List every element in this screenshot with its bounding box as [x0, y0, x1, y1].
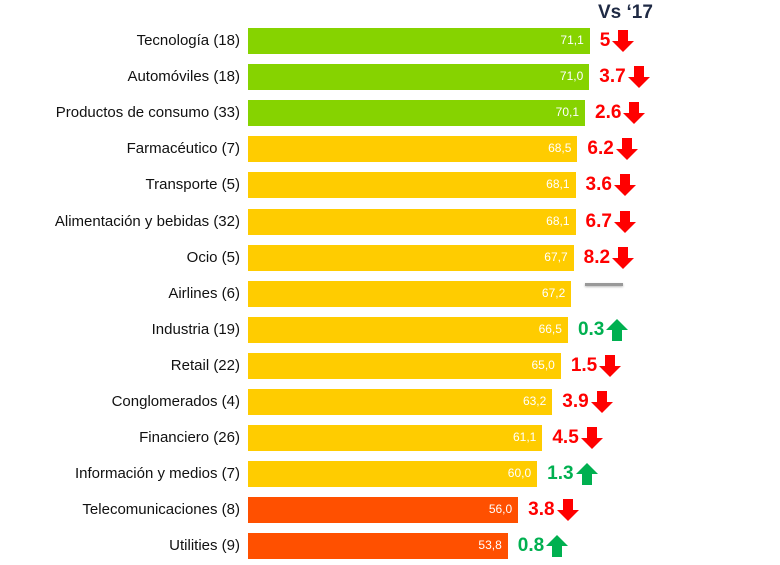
change-value: 6.2 [587, 138, 614, 160]
column-header: Vs ‘17 [598, 2, 653, 23]
value-label: 60,0 [507, 466, 532, 481]
change-value: 4.5 [552, 427, 579, 449]
bar: 67,7 [248, 244, 574, 271]
arrow-up-icon [546, 535, 569, 558]
change-indicator [581, 282, 624, 286]
change-value: 0.8 [517, 535, 545, 557]
bar: 65,0 [248, 352, 561, 379]
change-indicator: 2.6 [595, 102, 646, 125]
value-label: 67,2 [541, 285, 566, 300]
change-indicator: 3.6 [585, 174, 636, 197]
category-label: Financiero (26) [139, 429, 240, 447]
arrow-down-icon [612, 246, 635, 269]
change-indicator: 1.3 [547, 463, 598, 486]
category-label: Tecnología (18) [136, 32, 240, 49]
category-label: Conglomerados (4) [111, 393, 240, 410]
value-label: 68,5 [548, 141, 572, 156]
change-indicator: 6.2 [587, 138, 638, 161]
bar: 68,1 [248, 208, 576, 235]
change-value: 2.6 [595, 102, 622, 124]
value-label: 70,1 [555, 105, 579, 120]
change-indicator: 5 [600, 30, 635, 52]
value-label: 71,1 [560, 33, 584, 47]
bar: 70,1 [248, 100, 585, 127]
arrow-down-icon [613, 210, 636, 233]
arrow-down-icon [615, 138, 638, 161]
category-label: Airlines (6) [168, 284, 240, 302]
value-label: 68,1 [546, 177, 570, 192]
arrow-down-icon [623, 102, 646, 125]
arrow-down-icon [580, 427, 603, 450]
change-value: 3.7 [599, 66, 626, 88]
bar: 60,0 [248, 461, 538, 488]
change-indicator: 3.7 [599, 66, 650, 89]
change-indicator: 1.5 [570, 354, 622, 377]
category-label: Información y medios (7) [74, 465, 240, 483]
category-label: Productos de consumo (33) [55, 104, 240, 122]
value-label: 66,5 [538, 321, 562, 336]
value-label: 61,1 [512, 430, 537, 445]
change-value: 8.2 [583, 246, 611, 268]
bar: 56,0 [248, 497, 519, 524]
change-value: 0.3 [577, 318, 605, 340]
category-label: Automóviles (18) [127, 68, 240, 86]
category-label: Telecomunicaciones (8) [82, 501, 240, 519]
bar: 67,2 [248, 280, 572, 307]
change-value: 3.9 [562, 391, 589, 412]
value-label: 53,8 [478, 538, 502, 553]
category-label: Farmacéutico (7) [126, 140, 240, 158]
value-label: 71,0 [559, 69, 584, 84]
category-label: Alimentación y bebidas (32) [54, 212, 240, 230]
category-label: Transporte (5) [145, 176, 240, 194]
bar: 71,1 [248, 28, 590, 54]
arrow-down-icon [590, 391, 613, 413]
category-label: Industria (19) [151, 320, 240, 338]
value-label: 67,7 [544, 249, 568, 264]
change-value: 6.7 [585, 210, 612, 232]
category-label: Ocio (5) [186, 248, 240, 266]
change-value: 3.6 [585, 174, 612, 196]
change-indicator: 0.8 [517, 535, 569, 558]
bar: 63,2 [248, 389, 553, 415]
change-indicator: 6.7 [585, 210, 636, 233]
bar: 53,8 [248, 533, 508, 560]
bar: 66,5 [248, 316, 568, 343]
bar: 71,0 [248, 64, 590, 91]
category-label: Utilities (9) [169, 537, 240, 555]
value-label: 68,1 [546, 213, 570, 228]
change-indicator: 8.2 [583, 246, 635, 269]
value-label: 65,0 [531, 357, 555, 372]
arrow-up-icon [606, 318, 629, 341]
value-label: 63,2 [522, 394, 547, 408]
arrow-down-icon [599, 354, 622, 377]
change-indicator: 4.5 [552, 427, 603, 450]
bar: 61,1 [248, 425, 543, 452]
category-label: Retail (22) [170, 356, 240, 374]
bar: 68,5 [248, 136, 578, 163]
change-indicator: 3.8 [528, 499, 579, 522]
change-indicator: 3.9 [562, 391, 613, 413]
change-value: 1.5 [570, 354, 598, 376]
arrow-down-icon [612, 30, 635, 52]
arrow-down-icon [556, 499, 579, 522]
change-indicator: 0.3 [577, 318, 629, 341]
change-value: 1.3 [547, 463, 574, 485]
bar: 68,1 [248, 172, 576, 199]
change-value: 3.8 [528, 499, 555, 521]
arrow-down-icon [613, 174, 636, 197]
arrow-down-icon [627, 66, 650, 89]
no-change-dash-icon [585, 282, 624, 286]
change-value: 5 [599, 30, 611, 51]
arrow-up-icon [575, 463, 598, 486]
value-label: 56,0 [488, 502, 513, 517]
